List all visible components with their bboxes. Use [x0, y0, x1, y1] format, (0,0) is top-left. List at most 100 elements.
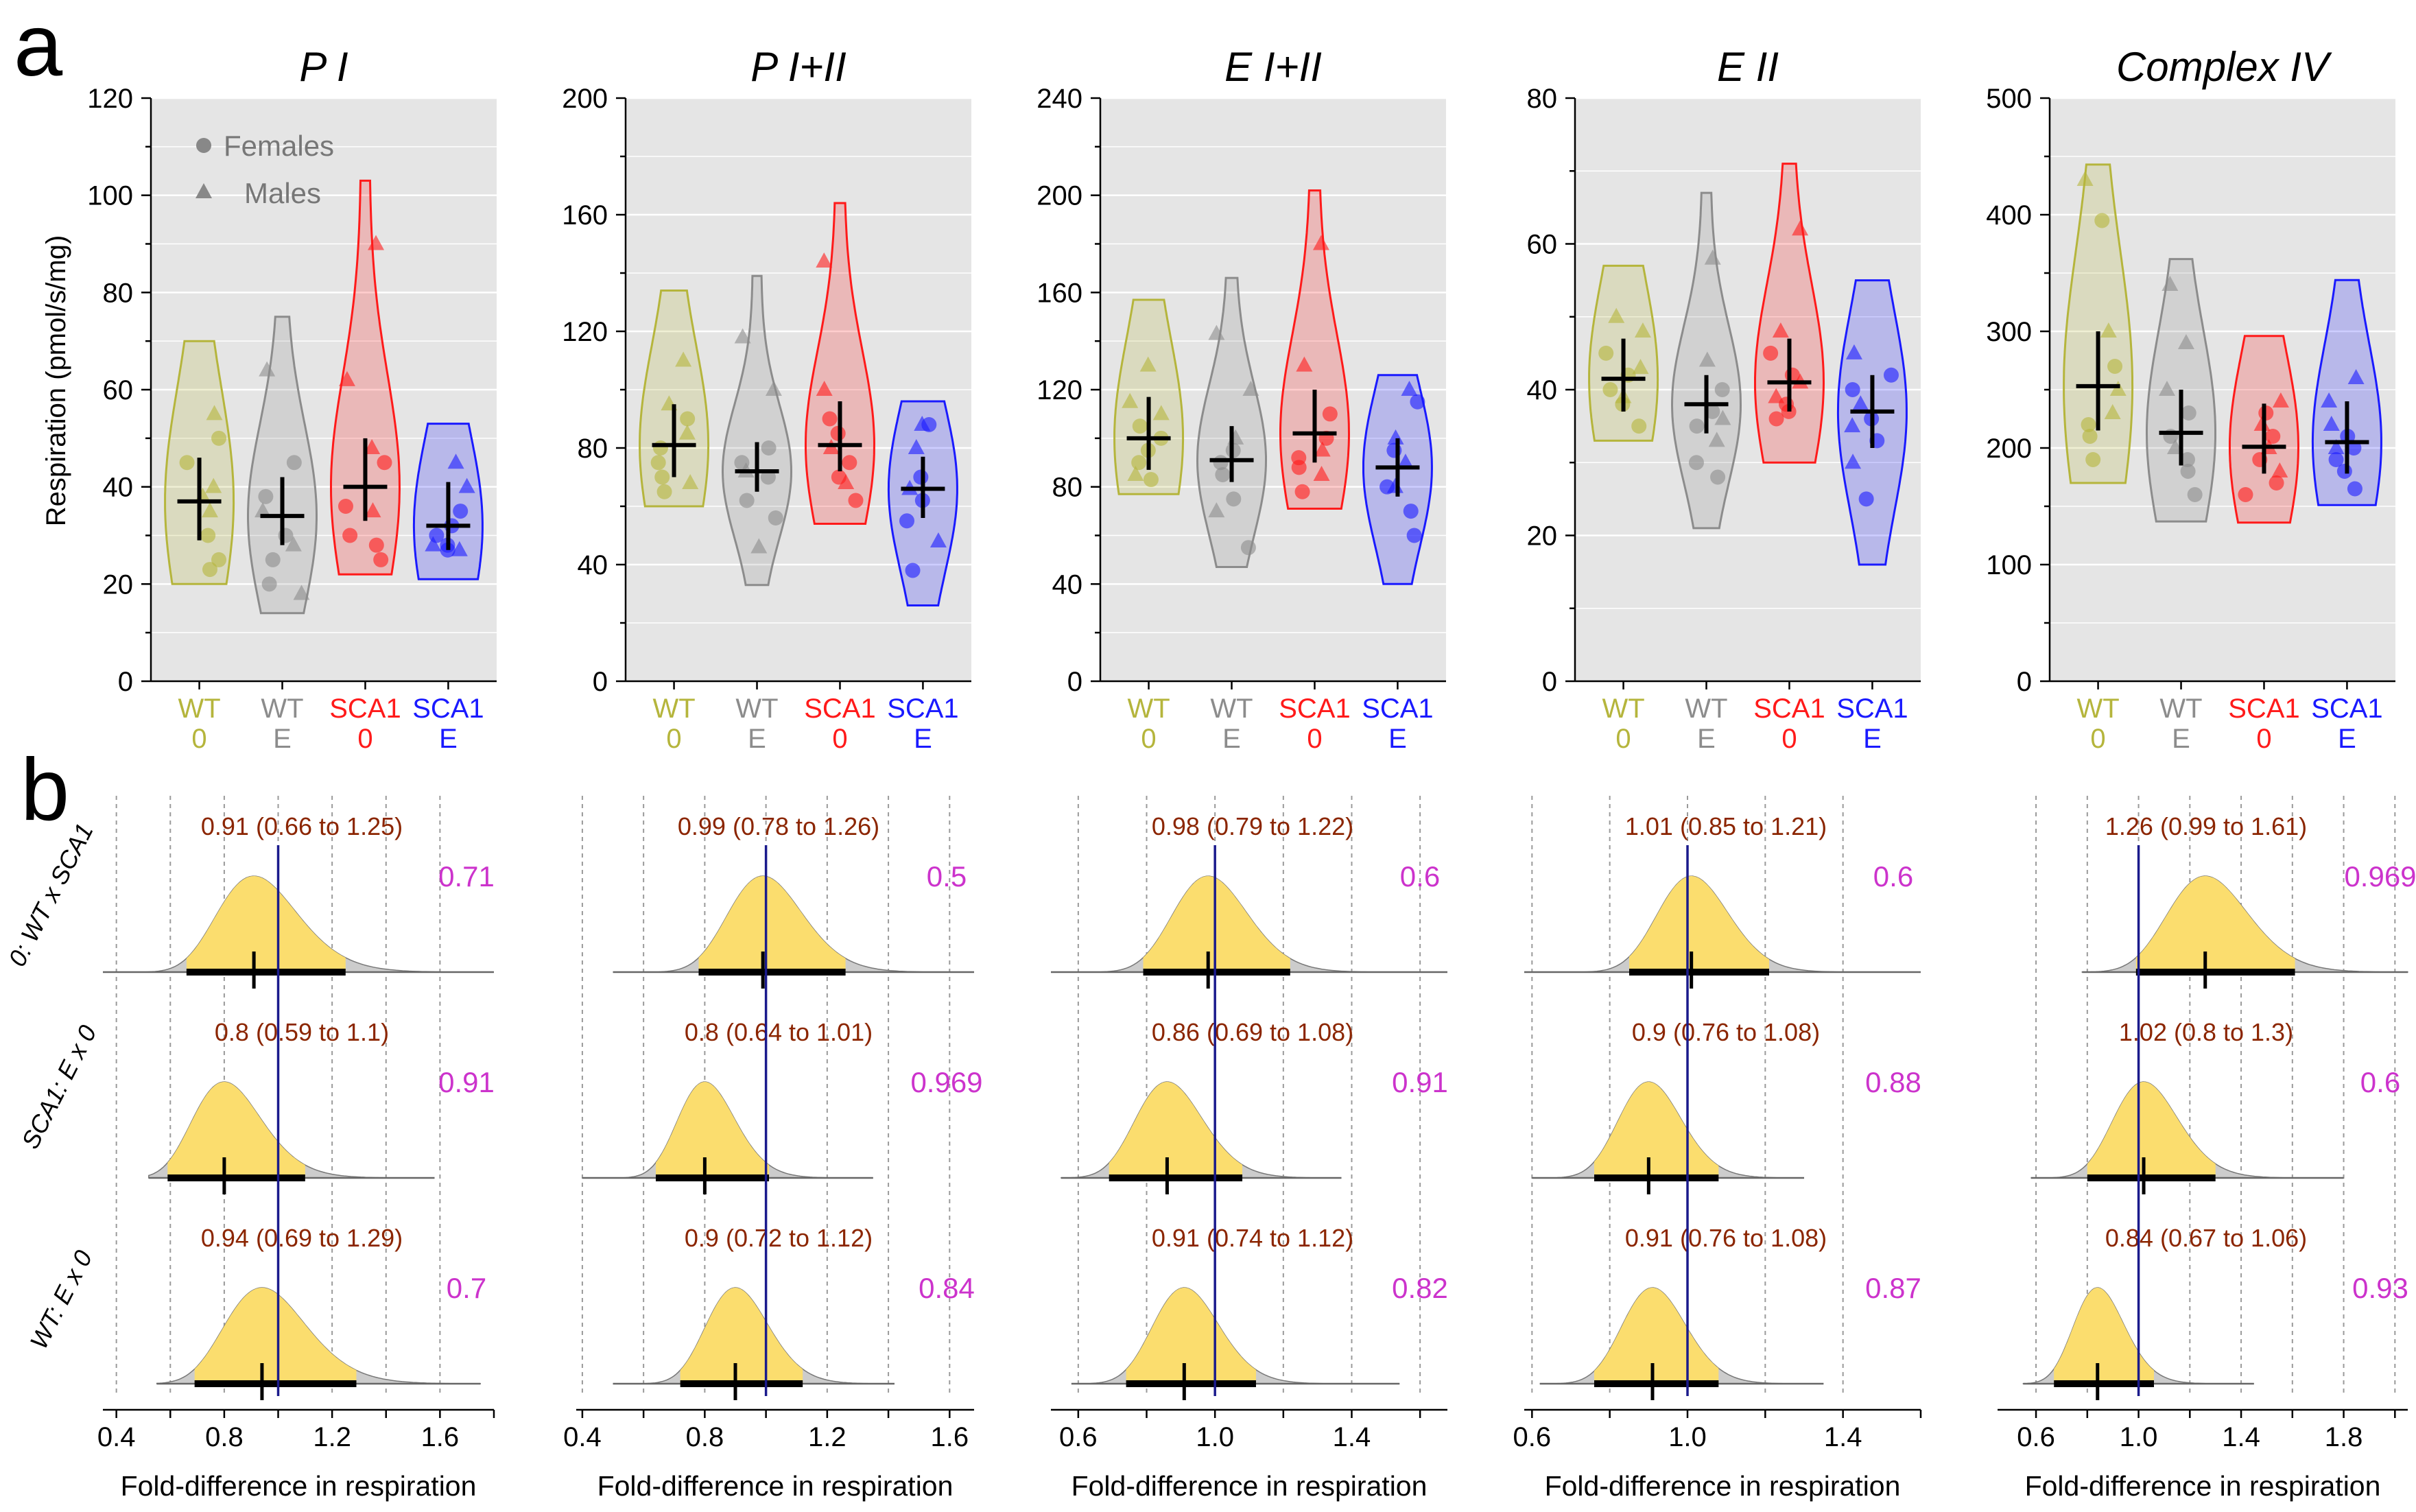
- y-tick-label: 20: [1527, 521, 1558, 552]
- male-point: [1845, 344, 1862, 359]
- comparison-label: 0: WT x SCA1: [3, 818, 99, 971]
- male-point: [1397, 453, 1414, 469]
- female-point: [1410, 394, 1425, 410]
- male-point: [1844, 417, 1861, 433]
- density-ci-area: [2135, 876, 2295, 972]
- group-label-line1: WT: [261, 694, 303, 724]
- y-tick-label: 0: [1067, 667, 1082, 697]
- female-point: [2094, 213, 2110, 228]
- x-tick-label: 1.4: [1824, 1422, 1862, 1452]
- group-label-line1: SCA1: [1362, 694, 1434, 724]
- female-point: [761, 440, 777, 456]
- male-point: [1152, 405, 1170, 421]
- legend-male-marker: [196, 183, 212, 198]
- male-point: [734, 328, 751, 344]
- female-point: [2180, 464, 2196, 479]
- y-tick-label: 160: [1037, 278, 1082, 308]
- male-point: [1768, 388, 1785, 403]
- density-row: 1.02 (0.8 to 1.3) 0.6: [2030, 1018, 2400, 1194]
- female-point: [368, 537, 384, 553]
- female-point: [1132, 418, 1148, 434]
- y-tick-label: 120: [562, 317, 608, 347]
- female-point: [373, 552, 389, 567]
- ci-label: 0.8 (0.64 to 1.01): [685, 1018, 873, 1046]
- x-tick-label: 0.6: [1513, 1422, 1552, 1452]
- comparison-label: WT: E x 0: [24, 1246, 97, 1354]
- density-ci-area: [1109, 1082, 1242, 1178]
- male-point: [908, 439, 925, 454]
- female-point: [656, 484, 672, 499]
- ci-label: 0.91 (0.66 to 1.25): [201, 812, 403, 840]
- group-label-line1: WT: [1685, 694, 1727, 724]
- group-label-line2: E: [1697, 724, 1716, 754]
- density-row: 0.91 (0.76 to 1.08) 0.87: [1539, 1224, 1921, 1400]
- female-point: [680, 411, 696, 427]
- violin-group: [2063, 163, 2134, 484]
- ci-label: 1.02 (0.8 to 1.3): [2119, 1018, 2293, 1046]
- male-point: [254, 502, 272, 518]
- female-point: [1714, 382, 1730, 397]
- male-point: [1632, 359, 1649, 375]
- density-row: 0.84 (0.67 to 1.06) 0.93: [2022, 1224, 2408, 1400]
- x-tick-label: 1.0: [2120, 1422, 2158, 1452]
- violin-group: [1754, 163, 1825, 464]
- female-point: [768, 510, 783, 525]
- violin-shape: [1196, 276, 1267, 568]
- group-label-line2: E: [914, 724, 932, 754]
- male-point: [1314, 441, 1331, 457]
- y-tick-label: 120: [87, 84, 133, 114]
- ci-label: 0.91 (0.76 to 1.08): [1625, 1224, 1827, 1252]
- probability-label: 0.82: [1392, 1272, 1448, 1304]
- density-ci-area: [698, 876, 846, 972]
- female-point: [1291, 460, 1307, 475]
- male-point: [2100, 322, 2117, 338]
- female-point: [905, 563, 921, 578]
- female-point: [265, 552, 281, 567]
- density-row: 0.99 (0.78 to 1.26) 0.5: [613, 812, 974, 989]
- male-point: [682, 474, 699, 489]
- violin-shape: [721, 274, 793, 587]
- probability-label: 0.6: [1873, 860, 1913, 893]
- male-point: [914, 416, 931, 431]
- male-point: [285, 536, 302, 552]
- group-label-line2: 0: [1141, 724, 1156, 754]
- x-tick-label: 1.4: [1333, 1422, 1371, 1452]
- violin-group: [330, 179, 401, 576]
- female-point: [337, 499, 353, 514]
- x-axis-label: Fold-difference in respiration: [121, 1470, 477, 1502]
- female-point: [342, 528, 358, 543]
- male-point: [1139, 356, 1157, 372]
- group-label-line1: WT: [652, 694, 695, 724]
- legend-female-label: Females: [224, 130, 334, 162]
- violin-shape: [330, 179, 401, 576]
- probability-label: 0.91: [1392, 1066, 1448, 1098]
- female-point: [2269, 475, 2284, 491]
- density-row: 0.86 (0.69 to 1.08) 0.91: [1061, 1018, 1448, 1194]
- male-point: [1792, 220, 1809, 236]
- y-tick-label: 300: [1986, 317, 2032, 347]
- group-label-line2: E: [1863, 724, 1882, 754]
- ci-label: 0.84 (0.67 to 1.06): [2105, 1224, 2307, 1252]
- x-tick-label: 1.2: [313, 1422, 351, 1452]
- male-point: [205, 477, 222, 493]
- male-point: [1401, 381, 1418, 396]
- violin-group: [1362, 374, 1433, 585]
- group-label-line2: 0: [1781, 724, 1797, 754]
- male-point: [2328, 439, 2345, 454]
- male-point: [678, 424, 696, 440]
- group-label-line1: SCA1: [2228, 694, 2300, 724]
- male-point: [765, 381, 782, 396]
- female-point: [2081, 417, 2096, 432]
- male-point: [750, 538, 768, 554]
- violin-group: [1196, 276, 1267, 568]
- group-label-line1: WT: [1602, 694, 1644, 724]
- female-point: [899, 513, 915, 529]
- density-ci-area: [1126, 1288, 1256, 1384]
- comparison-label: SCA1: E x 0: [16, 1021, 102, 1153]
- group-label-line1: SCA1: [804, 694, 876, 724]
- ci-label: 0.94 (0.69 to 1.29): [201, 1224, 403, 1252]
- male-point: [838, 474, 855, 489]
- x-tick-label: 0.6: [2017, 1422, 2055, 1452]
- panel-title: E II: [1717, 44, 1779, 90]
